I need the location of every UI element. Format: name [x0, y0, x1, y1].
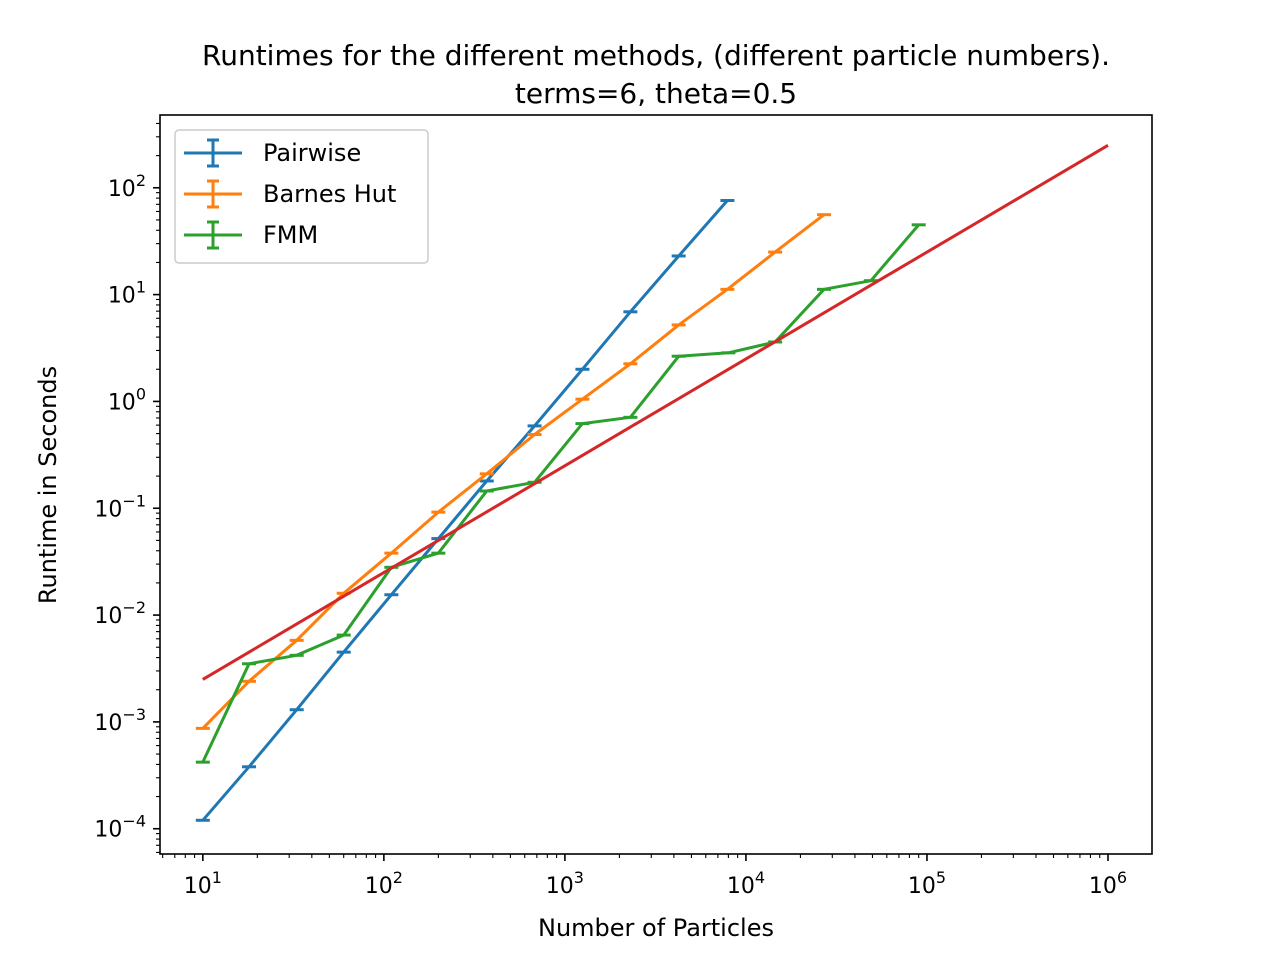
x-tick-label: 106	[1089, 868, 1127, 899]
legend-item-barnes-hut: Barnes Hut	[184, 179, 396, 209]
tick-layer: 101 102 103 104 105 106 10−4 10−3 10−2 10−1 100 101…	[94, 122, 1127, 899]
y-tick-label: 10−1	[94, 491, 146, 522]
legend-item-fmm: FMM	[184, 220, 318, 250]
chart-subtitle: terms=6, theta=0.5	[515, 77, 797, 110]
legend-box	[174, 129, 429, 264]
plot-frame	[159, 114, 1153, 855]
y-tick-label: 100	[108, 384, 146, 415]
chart-title: Runtimes for the different methods, (dif…	[202, 39, 1110, 72]
legend-label: Pairwise	[263, 139, 361, 167]
y-tick-label: 10−4	[94, 812, 146, 843]
series-line-fmm	[201, 223, 920, 763]
legend-item-pairwise: Pairwise	[184, 138, 361, 168]
y-tick-label: 10−3	[94, 705, 146, 736]
y-tick-label: 101	[108, 278, 146, 309]
legend-label: FMM	[263, 221, 318, 249]
series-trend	[202, 144, 1109, 681]
x-tick-label: 102	[365, 868, 403, 899]
y-tick-label: 10−2	[94, 598, 146, 629]
x-tick-label: 103	[546, 868, 584, 899]
x-axis-label: Number of Particles	[538, 914, 774, 942]
x-tick-label: 105	[908, 868, 946, 899]
series-layer	[195, 144, 1109, 822]
x-tick-label: 104	[727, 868, 765, 899]
series-fmm	[195, 223, 926, 764]
legend: Pairwise Barnes Hut FMM	[174, 129, 429, 264]
x-tick-label: 101	[184, 868, 222, 899]
series-pairwise	[195, 199, 735, 822]
y-tick-label: 102	[108, 171, 146, 202]
series-barnes-hut	[195, 213, 832, 730]
legend-label: Barnes Hut	[263, 180, 396, 208]
series-line-pairwise	[201, 199, 729, 822]
series-line-barnes-hut	[201, 213, 825, 730]
y-axis-label: Runtime in Seconds	[34, 366, 62, 604]
series-line-trend	[202, 144, 1109, 681]
